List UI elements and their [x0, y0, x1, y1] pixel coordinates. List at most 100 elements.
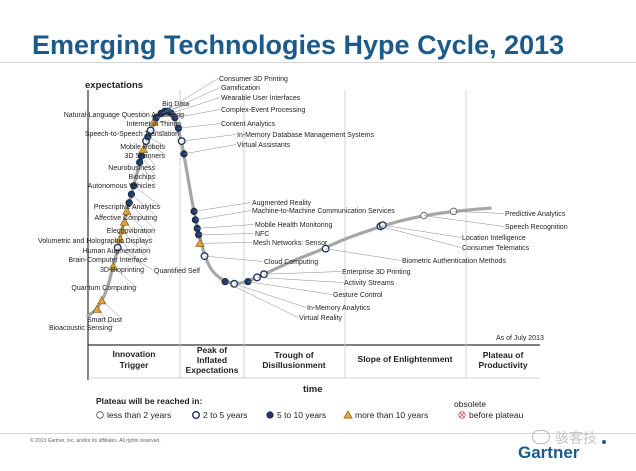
- leader-brain-computer-interface: [122, 230, 149, 260]
- phase-5-line-1: Plateau of: [483, 350, 524, 360]
- leader-virtual-reality: [224, 281, 299, 318]
- legend-marker-obs-x: [459, 412, 465, 418]
- leader-mobile-robots: [147, 136, 167, 147]
- label-smart-dust: Smart Dust: [87, 317, 122, 324]
- leader-in-memory-database-management-systems: [181, 134, 237, 142]
- leader-wearable-user-interfaces: [171, 97, 221, 114]
- phase-3: Trough of Disillusionment: [262, 350, 325, 370]
- phase-2-line-1: Peak of: [197, 345, 227, 355]
- label-wearable-user-interfaces: Wearable User Interfaces: [221, 95, 301, 102]
- leader-big-data: [161, 103, 191, 114]
- label-natural-language-question-answering: Natural-Language Question Answering: [64, 112, 184, 119]
- copyright-text: © 2013 Gartner, Inc. and/or its affiliat…: [30, 438, 161, 444]
- title-divider: [0, 62, 636, 63]
- label-consumer-3d-printing: Consumer 3D Printing: [219, 76, 288, 83]
- leader-machine-to-machine-communication-services: [195, 210, 252, 221]
- leader-speech-recognition: [423, 215, 505, 227]
- y-axis-label: expectations: [85, 80, 143, 91]
- label-virtual-assistants: Virtual Assistants: [237, 142, 291, 149]
- leader-internet-of-things: [153, 121, 183, 124]
- marker-smart-dust: [96, 296, 107, 305]
- gartner-logo: Gartner: [518, 443, 580, 462]
- chart-title: Emerging Technologies Hype Cycle, 2013: [32, 30, 565, 60]
- watermark-text: 骇客技: [555, 431, 597, 447]
- leader-cloud-computing: [204, 255, 264, 262]
- legend-obs-line-1: obsolete: [454, 399, 486, 409]
- marker-3d-bioprinting: [115, 234, 125, 243]
- legend-label-obs: obsolete before plateau: [454, 399, 524, 420]
- label-mobile-health-monitoring: Mobile Health Monitoring: [255, 222, 333, 229]
- legend-obs-line-2: before plateau: [469, 410, 524, 420]
- label-biometric-authentication-methods: Biometric Authentication Methods: [402, 258, 506, 265]
- chat-bubble-icon: [532, 430, 550, 444]
- leader-electrovibration: [128, 202, 157, 231]
- label-human-augmentation: Human Augmentation: [83, 248, 150, 255]
- label-in-memory-database-management-systems: In-Memory Database Management Systems: [237, 132, 374, 139]
- leader-quantum-computing: [112, 266, 138, 288]
- leader-quantified-self: [117, 247, 154, 271]
- phase-5-line-2: Productivity: [478, 360, 527, 370]
- legend-label-gt10: more than 10 years: [355, 410, 428, 420]
- marker-bioacoustic-sensing: [92, 304, 102, 313]
- phase-1-line-1: Innovation: [113, 349, 156, 359]
- legend-marker-gt10: [343, 410, 353, 419]
- leader-complex-event-processing: [174, 109, 221, 118]
- label-quantum-computing: Quantum Computing: [71, 285, 136, 292]
- logo-dot-icon: [602, 440, 606, 444]
- axes: expectations time As of July 2013: [85, 80, 544, 395]
- leader-in-memory-analytics: [234, 283, 307, 308]
- label-nfc: NFC: [255, 231, 269, 238]
- leader-consumer-3d-printing: [164, 78, 219, 112]
- legend-marker-2to5: [191, 411, 200, 420]
- phase-3-line-2: Disillusionment: [262, 360, 325, 370]
- label-in-memory-analytics: In-Memory Analytics: [307, 305, 371, 312]
- label-enterprise-3d-printing: Enterprise 3D Printing: [342, 269, 411, 276]
- label-electrovibration: Electrovibration: [107, 228, 155, 235]
- label-augmented-reality: Augmented Reality: [252, 200, 312, 207]
- legend-label-2to5: 2 to 5 years: [203, 410, 247, 420]
- label-mobile-robots: Mobile Robots: [120, 144, 165, 151]
- phase-5: Plateau of Productivity: [478, 350, 527, 370]
- label-neurobusiness: Neurobusiness: [108, 165, 155, 172]
- label-biochips: Biochips: [129, 174, 156, 181]
- leader-activity-streams: [257, 277, 344, 283]
- as-of-note: As of July 2013: [496, 335, 544, 342]
- marker-brain-computer-interface: [117, 225, 127, 234]
- leader-human-augmentation: [124, 221, 152, 251]
- phase-4-line-1: Slope of Enlightenment: [358, 354, 453, 364]
- leader-prescriptive-analytics: [133, 185, 162, 207]
- label-gamification: Gamification: [221, 85, 260, 92]
- leader-biochips: [141, 155, 157, 177]
- leader-predictive-analytics: [453, 211, 505, 214]
- leader-smart-dust: [101, 300, 124, 320]
- marker-neurobusiness: [138, 144, 149, 154]
- leader-nfc: [198, 233, 255, 236]
- label-speech-to-speech-translation: Speech-to-Speech Translation: [85, 131, 179, 138]
- legend-label-lt2: less than 2 years: [107, 410, 171, 420]
- label-content-analytics: Content Analytics: [221, 121, 276, 128]
- label-consumer-telematics: Consumer Telematics: [462, 245, 530, 252]
- label-speech-recognition: Speech Recognition: [505, 224, 568, 231]
- leader-3d-scanners: [145, 140, 167, 156]
- legend-title: Plateau will be reached in:: [96, 396, 202, 406]
- leader-virtual-assistants: [183, 144, 237, 155]
- phase-2-line-2: Inflated: [197, 355, 227, 365]
- label-volumetric-and-holographic-displays: Volumetric and Holographic Displays: [38, 238, 152, 245]
- leader-biometric-authentication-methods: [325, 248, 402, 261]
- label-brain-computer-interface: Brain-Computer Interface: [68, 257, 147, 264]
- leader-location-intelligence: [382, 224, 462, 238]
- label-gesture-control: Gesture Control: [333, 292, 383, 299]
- legend: Plateau will be reached in: less than 2 y…: [96, 396, 524, 420]
- label-3d-scanners: 3D Scanners: [125, 153, 166, 160]
- phase-1-line-2: Trigger: [120, 360, 150, 370]
- label-machine-to-machine-communication-services: Machine-to-Machine Communication Service…: [252, 208, 395, 215]
- phase-1: Innovation Trigger: [113, 349, 156, 370]
- leader-neurobusiness: [143, 149, 157, 168]
- marker-internet-of-things: [149, 117, 159, 126]
- leader-bioacoustic-sensing: [96, 309, 114, 328]
- phase-2: Peak of Inflated Expectations: [186, 345, 239, 375]
- label-internet-of-things: Internet of Things: [127, 121, 182, 128]
